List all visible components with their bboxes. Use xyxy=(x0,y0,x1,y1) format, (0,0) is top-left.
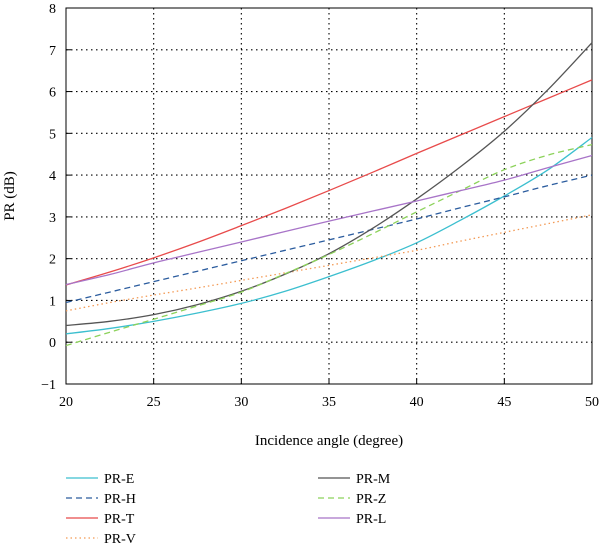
series-line-pr-h xyxy=(65,174,593,304)
series-line-pr-m xyxy=(65,42,593,327)
x-tick-label: 45 xyxy=(497,395,511,410)
y-tick-label: 4 xyxy=(49,169,56,184)
legend-label: PR-E xyxy=(104,472,134,487)
legend-item-pr-z: PR-Z xyxy=(318,492,386,507)
legend-label: PR-Z xyxy=(356,492,386,507)
y-tick-label: 1 xyxy=(49,294,56,309)
legend-item-pr-t: PR-T xyxy=(66,512,135,527)
x-tick-label: 40 xyxy=(410,395,424,410)
legend-label: PR-T xyxy=(104,512,135,527)
legend-item-pr-v: PR-V xyxy=(66,532,136,547)
series-line-pr-l xyxy=(65,154,593,286)
legend-label: PR-V xyxy=(104,532,136,547)
y-tick-label: 2 xyxy=(49,253,56,268)
y-tick-label: 8 xyxy=(49,2,56,17)
legend-item-pr-h: PR-H xyxy=(66,492,136,507)
legend-label: PR-H xyxy=(104,492,136,507)
legend-item-pr-l: PR-L xyxy=(318,512,386,527)
y-tick-label: 3 xyxy=(49,211,56,226)
legend-label: PR-L xyxy=(356,512,386,527)
series-line-pr-e xyxy=(65,136,593,335)
x-axis-label: Incidence angle (degree) xyxy=(255,433,403,449)
y-tick-label: 5 xyxy=(49,127,56,142)
x-tick-label: 30 xyxy=(234,395,248,410)
x-tick-label: 35 xyxy=(322,395,336,410)
x-tick-label: 20 xyxy=(59,395,73,410)
y-axis-label: PR (dB) xyxy=(2,171,18,221)
legend-label: PR-M xyxy=(356,472,391,487)
legend-item-pr-m: PR-M xyxy=(318,472,391,487)
y-tick-label: −1 xyxy=(41,378,56,393)
x-tick-label: 50 xyxy=(585,395,599,410)
series-line-pr-t xyxy=(65,79,593,286)
series-line-pr-z xyxy=(65,143,593,347)
legend: PR-E PR-H PR-T PR-V PR-M PR-Z PR-L xyxy=(66,472,391,547)
y-tick-label: 0 xyxy=(49,336,56,351)
y-tick-label: 7 xyxy=(49,44,56,59)
y-tick-label: 6 xyxy=(49,86,56,101)
series-line-pr-v xyxy=(65,214,593,312)
x-tick-label: 25 xyxy=(147,395,161,410)
legend-item-pr-e: PR-E xyxy=(66,472,134,487)
